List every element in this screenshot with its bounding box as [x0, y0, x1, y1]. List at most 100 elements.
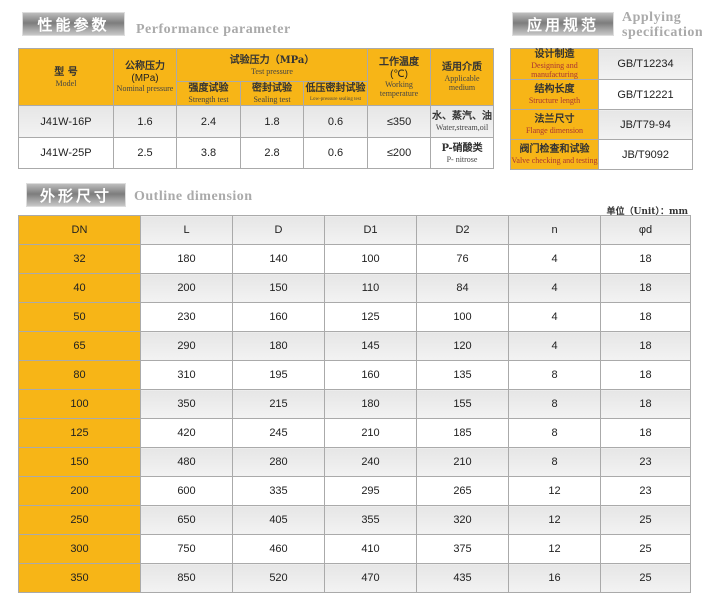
- cell: 12: [508, 534, 601, 564]
- cell: 355: [324, 505, 417, 535]
- cell: 180: [324, 389, 417, 419]
- cell: 185: [416, 418, 509, 448]
- cell: 600: [140, 476, 233, 506]
- cell: 155: [416, 389, 509, 419]
- cell: 18: [600, 418, 691, 448]
- cell: GB/T12221: [598, 79, 693, 110]
- table-row: 结构长度 Structure length GB/T12221: [510, 79, 693, 110]
- cell: 84: [416, 273, 509, 303]
- cell: 18: [600, 244, 691, 274]
- cell: J41W-25P: [18, 137, 114, 169]
- column-header: D1: [324, 215, 417, 245]
- cell: 23: [600, 476, 691, 506]
- cell: 8: [508, 418, 601, 448]
- cell: 25: [600, 505, 691, 535]
- header-medium: 适用介质 Applicable medium: [430, 48, 495, 106]
- table-row: 150 480 280 240 210 8 23: [18, 447, 691, 477]
- cell: 750: [140, 534, 233, 564]
- cell: 405: [232, 505, 325, 535]
- spec-title: Applying specification: [622, 10, 702, 40]
- cell: 160: [232, 302, 325, 332]
- cell: 25: [600, 563, 691, 593]
- cell: 8: [508, 360, 601, 390]
- cell: JB/T9092: [598, 139, 693, 170]
- cell: 350: [18, 563, 141, 593]
- cell: 50: [18, 302, 141, 332]
- table-row: 50 230 160 125 100 4 18: [18, 302, 691, 332]
- column-header: n: [508, 215, 601, 245]
- column-header: φd: [600, 215, 691, 245]
- cell: 100: [416, 302, 509, 332]
- cell: 850: [140, 563, 233, 593]
- cell: 300: [18, 534, 141, 564]
- cell: 135: [416, 360, 509, 390]
- cell: 435: [416, 563, 509, 593]
- header-strength: 强度试验 Strength test: [176, 81, 241, 106]
- table-row: 40 200 150 110 84 4 18: [18, 273, 691, 303]
- cell: 8: [508, 447, 601, 477]
- cell: 8: [508, 389, 601, 419]
- table-row: 阀门检查和试验 Valve checking and testing JB/T909…: [510, 139, 693, 170]
- cell: 375: [416, 534, 509, 564]
- cell: 18: [600, 389, 691, 419]
- cell: 2.8: [240, 137, 304, 169]
- cell: 12: [508, 476, 601, 506]
- header-test-pressure: 试验压力（MPa） Test pressure: [175, 48, 369, 82]
- header-low: 低压密封试验 Low-pressure sealing test: [302, 81, 369, 106]
- cell: 410: [324, 534, 417, 564]
- cell: 4: [508, 331, 601, 361]
- outline-badge: 外形尺寸: [26, 183, 126, 207]
- cell: 460: [232, 534, 325, 564]
- cell: 1.6: [113, 105, 177, 138]
- cell: 100: [18, 389, 141, 419]
- column-header: L: [140, 215, 233, 245]
- table-row: 80 310 195 160 135 8 18: [18, 360, 691, 390]
- cell: 125: [324, 302, 417, 332]
- cell: 160: [324, 360, 417, 390]
- cell: 3.8: [176, 137, 241, 169]
- cell: 2.5: [113, 137, 177, 169]
- table-row: 125 420 245 210 185 8 18: [18, 418, 691, 448]
- cell: 40: [18, 273, 141, 303]
- cell: 280: [232, 447, 325, 477]
- cell: 18: [600, 273, 691, 303]
- table-row: 250 650 405 355 320 12 25: [18, 505, 691, 535]
- table-row: 32 180 140 100 76 4 18: [18, 244, 691, 274]
- cell: 180: [140, 244, 233, 274]
- header-sealing: 密封试验 Sealing test: [240, 81, 304, 106]
- cell: 150: [232, 273, 325, 303]
- cell: 1.8: [240, 105, 304, 138]
- cell: 76: [416, 244, 509, 274]
- column-header: D: [232, 215, 325, 245]
- cell: 18: [600, 331, 691, 361]
- cell: 150: [18, 447, 141, 477]
- cell: 2.4: [176, 105, 241, 138]
- table-row: 350 850 520 470 435 16 25: [18, 563, 691, 593]
- outline-table: DN L D D1 D2 n φd 32 180 140 100 76 4 18 40 200 150 110 84…: [18, 215, 691, 593]
- cell: 16: [508, 563, 601, 593]
- header-temp: 工作温度 (℃) Working temperature: [367, 48, 432, 106]
- cell: 420: [140, 418, 233, 448]
- cell: 200: [18, 476, 141, 506]
- cell: 250: [18, 505, 141, 535]
- cell: 32: [18, 244, 141, 274]
- cell: 210: [416, 447, 509, 477]
- cell: 335: [232, 476, 325, 506]
- table-row: 65 290 180 145 120 4 18: [18, 331, 691, 361]
- spec-badge: 应用规范: [512, 12, 614, 36]
- cell: ≤200: [367, 137, 432, 169]
- cell: 470: [324, 563, 417, 593]
- performance-table: 型 号 Model 公称压力 (MPa) Nominal pressure 试验压力（…: [18, 48, 495, 169]
- cell: GB/T12234: [598, 48, 693, 80]
- cell: 180: [232, 331, 325, 361]
- column-header: D2: [416, 215, 509, 245]
- cell: 290: [140, 331, 233, 361]
- cell: 230: [140, 302, 233, 332]
- cell: 320: [416, 505, 509, 535]
- cell: 80: [18, 360, 141, 390]
- cell: 23: [600, 447, 691, 477]
- cell: 4: [508, 302, 601, 332]
- cell: 110: [324, 273, 417, 303]
- table-row: 200 600 335 295 265 12 23: [18, 476, 691, 506]
- cell: 120: [416, 331, 509, 361]
